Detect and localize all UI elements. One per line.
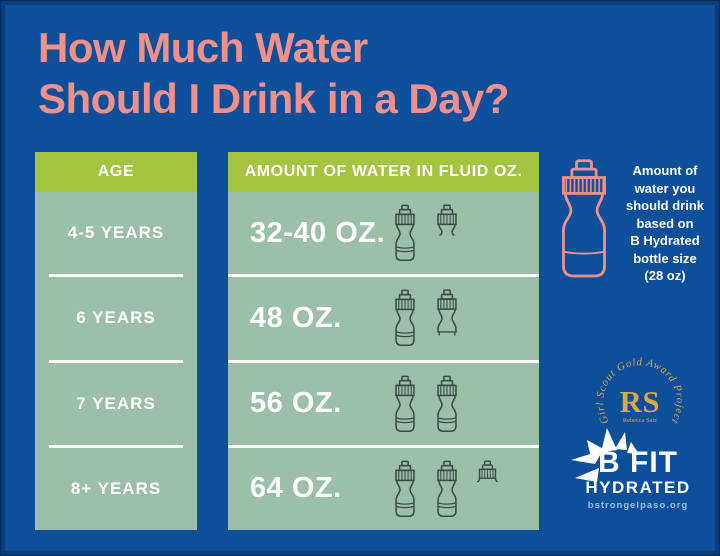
bottle-full-icon	[391, 204, 419, 262]
bottle-size-note: Amount of water you should drink based o…	[614, 162, 716, 285]
age-label: 6 YEARS	[76, 308, 156, 328]
amount-row: 32-40 OZ.	[228, 192, 539, 274]
note-line: B Hydrated	[630, 233, 700, 248]
amount-table-header: AMOUNT OF WATER IN FLUID OZ.	[228, 152, 539, 192]
brand-url: bstrongelpaso.org	[587, 499, 689, 511]
page-title: How Much Water Should I Drink in a Day?	[38, 22, 598, 124]
amount-row: 64 OZ.	[228, 448, 539, 530]
note-line: bottle size	[633, 250, 697, 266]
bottle-full-icon	[391, 375, 419, 433]
amount-table: AMOUNT OF WATER IN FLUID OZ. 32-40 OZ. 4…	[228, 152, 539, 530]
gold-award-badge: Girl Scout Gold Award Project RS Rebecca…	[594, 356, 685, 426]
amount-label: 64 OZ.	[250, 472, 342, 505]
note-line: based on	[636, 215, 694, 231]
bottle-icons	[391, 448, 500, 530]
bottle-cap-icon	[475, 460, 500, 484]
amount-row: 56 OZ.	[228, 363, 539, 445]
badge-initials: RS	[620, 385, 660, 419]
row-divider	[49, 444, 183, 448]
age-label: 4-5 YEARS	[67, 223, 165, 243]
brand-line1: B FIT	[598, 446, 678, 479]
bottle-icons	[391, 277, 461, 359]
bottle-full-icon	[433, 460, 461, 518]
brand-line2: HYDRATED	[585, 478, 691, 497]
amount-label: 48 OZ.	[250, 301, 342, 334]
age-table-header: AGE	[35, 152, 197, 192]
brand-logo: B FIT HYDRATED bstrongelpaso.org	[571, 428, 703, 511]
amount-table-body: 32-40 OZ. 48 OZ. 56 OZ. 64 OZ.	[228, 192, 539, 530]
splash-icon	[571, 428, 639, 482]
age-table: AGE 4-5 YEARS 6 YEARS 7 YEARS 8+ YEARS	[35, 152, 197, 530]
bottle-full-icon	[391, 289, 419, 347]
age-row: 4-5 YEARS	[35, 192, 197, 274]
age-label: 8+ YEARS	[70, 478, 162, 498]
row-divider	[49, 274, 183, 278]
page-title-line1: How Much Water	[38, 24, 368, 71]
note-line: water you	[634, 180, 696, 196]
bottle-full-icon	[391, 460, 419, 518]
age-table-body: 4-5 YEARS 6 YEARS 7 YEARS 8+ YEARS	[35, 192, 197, 530]
reference-bottle-icon	[562, 159, 606, 278]
page-title-line2: Should I Drink in a Day?	[38, 75, 510, 123]
age-row: 6 YEARS	[35, 277, 197, 359]
note-line: Amount of	[632, 163, 698, 178]
bottle-icons	[391, 363, 461, 445]
note-line: should drink	[626, 198, 704, 213]
bottle-full-icon	[433, 375, 461, 433]
age-row: 7 YEARS	[35, 363, 197, 445]
bottle-icons	[391, 192, 461, 274]
row-divider	[228, 274, 539, 278]
amount-label: 56 OZ.	[250, 387, 342, 420]
row-divider	[228, 444, 539, 448]
age-row: 8+ YEARS	[35, 448, 197, 530]
amount-row: 48 OZ.	[228, 277, 539, 359]
row-divider	[228, 359, 539, 363]
badge-name: Rebecca Saiz	[623, 417, 657, 424]
bottle-top-half-icon	[433, 204, 461, 237]
row-divider	[49, 359, 183, 363]
age-label: 7 YEARS	[76, 393, 156, 413]
note-line: (28 oz)	[644, 268, 686, 283]
bottle-three-quarter-icon	[433, 289, 461, 337]
amount-label: 32-40 OZ.	[250, 216, 386, 249]
